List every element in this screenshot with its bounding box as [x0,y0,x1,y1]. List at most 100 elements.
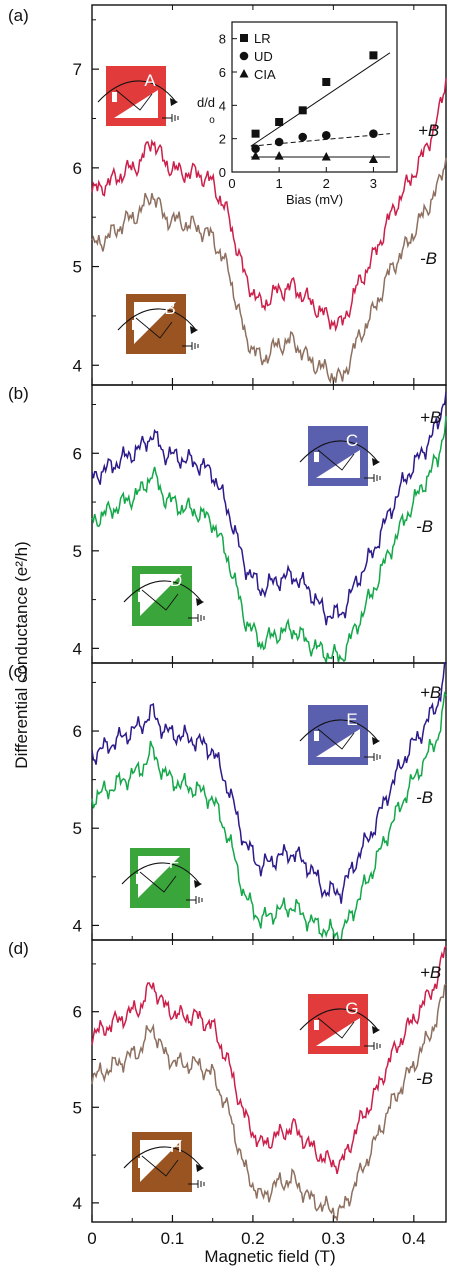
inset-y-tick-label: 4 [219,98,226,113]
trajectory-zigzag [141,589,179,611]
device-gap [140,1140,182,1182]
panel-tag: (d) [8,939,29,958]
device-slit [314,452,319,462]
legend-label-cia: CIA [254,67,276,82]
x-tick-label: 0.2 [241,1229,265,1248]
device-letter: B [164,299,175,318]
inset-point-lr [298,106,307,115]
legend-marker-ud [239,51,249,61]
series-label-plus-b: +B [420,408,441,427]
y-tick-label: 6 [73,722,82,741]
trajectory-arc [123,580,203,603]
inset-point-ud [369,129,378,138]
device-letter: E [346,710,357,729]
arrow-head-icon [372,1026,380,1034]
panel-c: (c) 4 5 6 +B -B E F [8,662,447,941]
arrow-head-icon [196,1164,204,1172]
y-tick-label: 6 [73,159,82,178]
device-slit [138,1158,143,1168]
inset-y-tick-label: 6 [219,65,226,80]
device-slit [136,874,141,884]
trajectory-arc [121,862,201,885]
inset-fit-lr [250,52,391,147]
arrow-head-icon [170,98,178,106]
x-tick-label: 0.3 [322,1229,346,1248]
device-gap [138,856,180,898]
trajectory-zigzag [317,1017,355,1039]
device-letter: G [345,999,358,1018]
inset-x-tick-label: 1 [276,176,283,191]
panel-tag: (a) [8,6,29,25]
device-icon-e: E [299,705,381,765]
device-gap [114,90,158,118]
arrow-head-icon [372,737,380,745]
device-slit [112,92,117,102]
series-line-plus-b [91,945,447,1175]
arrow-head-icon [196,598,204,606]
y-axis-label: Differential conductance (e²/h) [12,541,31,768]
inset-x-label: Bias (mV) [286,192,343,207]
y-tick-label: 4 [73,356,82,375]
inset-point-ud [298,132,308,142]
device-slit [138,592,143,602]
arrow-head-icon [190,326,198,334]
legend-marker-cia [239,69,249,78]
inset-x-tick-label: 0 [228,176,235,191]
y-tick-label: 7 [73,60,82,79]
series-line-minus-b [91,157,447,384]
device-gap [134,302,176,344]
device-icon-g: G [299,994,381,1054]
series-label-minus-b: -B [420,249,437,268]
device-slit [314,731,319,741]
legend-marker-lr [240,34,248,42]
device-icon-d: D [123,566,205,626]
device-letter: F [169,853,179,872]
y-tick-label: 4 [73,1194,82,1213]
series-line-plus-b [91,391,447,626]
series-label-plus-b: +B [418,121,439,140]
inset-y-label-sub: o [209,115,215,126]
legend-label-ud: UD [254,49,273,64]
series-line-minus-b [91,983,447,1223]
series-label-minus-b: -B [416,517,433,536]
inset-point-cia [321,152,331,161]
legend-label-lr: LR [254,31,271,46]
x-tick-label: 0 [87,1229,96,1248]
device-icon-f: F [121,848,203,908]
series-label-plus-b: +B [420,963,441,982]
inset-x-tick-label: 3 [370,176,377,191]
y-tick-label: 6 [73,444,82,463]
inset-point-lr [322,78,331,86]
inset-point-ud [251,144,260,153]
device-wedge [144,866,186,904]
inset-y-label: d/d [197,95,215,110]
x-axis-label: Magnetic field (T) [204,1247,335,1266]
series-label-plus-b: +B [420,683,441,702]
trajectory-zigzag [115,89,153,111]
trajectory-arc [97,80,177,103]
device-wedge [140,312,182,350]
series-line-plus-b [91,662,446,904]
y-tick-label: 6 [73,1003,82,1022]
device-letter: A [144,71,156,90]
y-tick-label: 5 [73,542,82,561]
device-letter: H [170,1137,182,1156]
device-gap [316,1018,360,1046]
trajectory-zigzag [317,449,355,471]
inset-fit-ud [250,133,390,147]
trajectory-zigzag [135,317,173,339]
series-label-minus-b: -B [416,788,433,807]
device-gap [316,450,360,478]
inset-chart: 0 1 2 3 0 2 4 6 8 Bias (mV) d/d o LR UD CIA [197,21,398,207]
inset-x-tick-label: 2 [323,176,330,191]
series-label-minus-b: -B [416,1069,433,1088]
trajectory-zigzag [141,1155,179,1177]
inset-point-lr [369,51,378,60]
device-wedge [146,584,188,622]
device-gap [316,729,360,757]
device-icon-c: C [299,426,381,486]
arrow-head-icon [372,458,380,466]
series-line-plus-b [91,77,447,333]
inset-point-cia [368,154,378,163]
